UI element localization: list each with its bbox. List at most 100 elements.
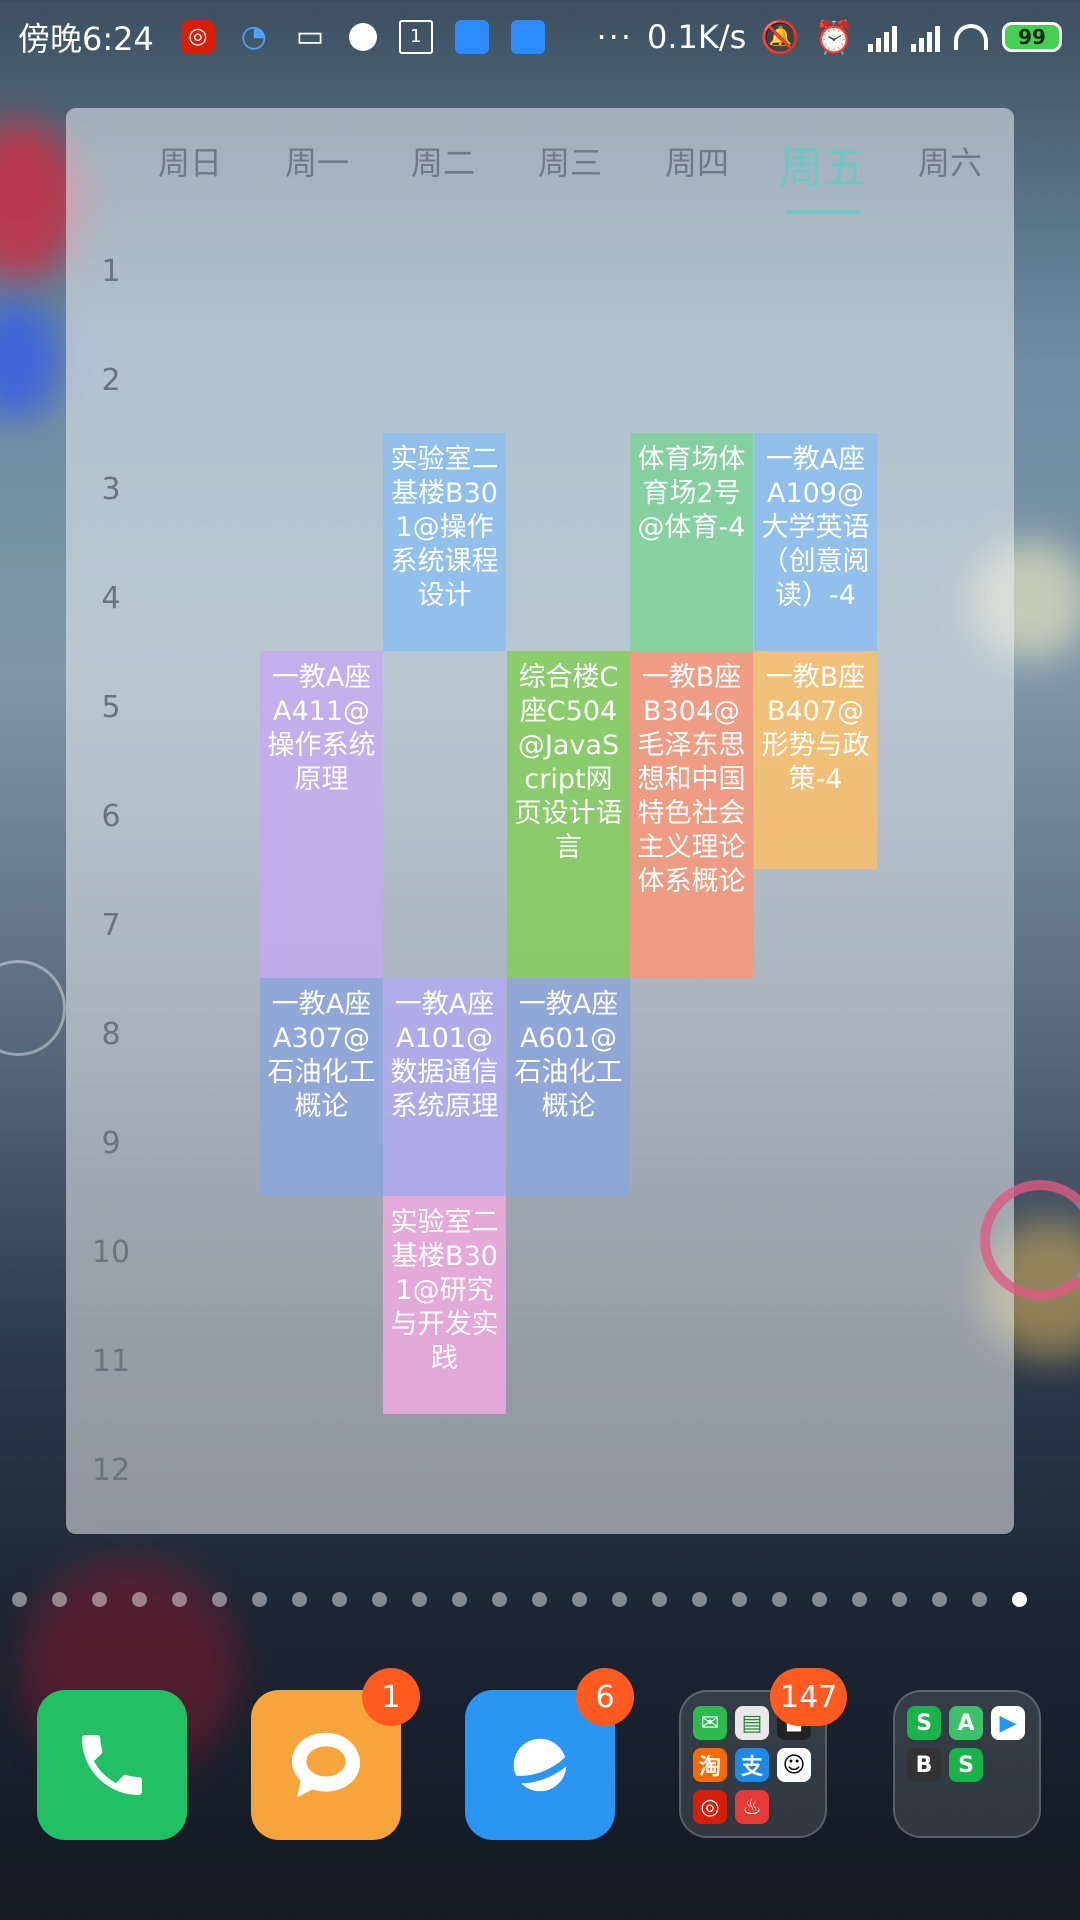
- netease-music-icon: ◎: [693, 1790, 727, 1824]
- planet-icon: [504, 1738, 577, 1792]
- page-dot: [572, 1592, 587, 1607]
- course-card[interactable]: 一教A座A307@石油化工概论: [260, 978, 383, 1196]
- chat-bubble-icon: [291, 1732, 361, 1798]
- page-dot: [252, 1592, 267, 1607]
- weekday-header: 周日 周一 周二 周三 周四 周五 周六: [66, 108, 1014, 228]
- alipay-icon: 支: [735, 1748, 769, 1782]
- tab-monday[interactable]: 周一: [284, 144, 349, 182]
- period-number: 4: [101, 581, 121, 616]
- page-dot: [972, 1592, 987, 1607]
- period-number: 7: [101, 908, 121, 943]
- mute-icon: 🔕: [760, 18, 801, 56]
- phone-app[interactable]: [37, 1690, 187, 1840]
- signal-icon: [868, 22, 897, 52]
- period-number: 12: [91, 1453, 131, 1488]
- timetable-widget[interactable]: 周日 周一 周二 周三 周四 周五 周六 1 2 3 4 5 6 7 8 9 1…: [66, 108, 1014, 1534]
- period-number: 2: [101, 363, 121, 398]
- page-dot: [932, 1592, 947, 1607]
- period-number: 3: [101, 472, 121, 507]
- page-dot: [12, 1592, 27, 1607]
- alarm-icon: ⏰: [814, 18, 854, 56]
- phone-icon: [82, 1735, 142, 1795]
- taobao-icon: 淘: [693, 1748, 727, 1782]
- page-dot: [372, 1592, 387, 1607]
- tab-saturday[interactable]: 周六: [917, 144, 982, 182]
- period-number: 8: [101, 1017, 121, 1052]
- course-card[interactable]: 一教A座A101@数据通信系统原理: [383, 978, 506, 1196]
- page-dot: [852, 1592, 867, 1607]
- wifi-icon: [954, 24, 988, 50]
- page-indicator: [12, 1592, 1072, 1612]
- course-card[interactable]: 一教B座B304@毛泽东思想和中国特色社会主义理论体系概论: [630, 651, 753, 978]
- page-dot: [652, 1592, 667, 1607]
- s-app-icon: S: [949, 1748, 983, 1782]
- page-dot: [292, 1592, 307, 1607]
- tab-tuesday[interactable]: 周二: [410, 144, 475, 182]
- qq-icon: ◔: [240, 19, 267, 54]
- tab-wednesday[interactable]: 周三: [537, 144, 602, 182]
- period-number: 1: [101, 254, 121, 289]
- page-dot: [132, 1592, 147, 1607]
- status-bar: 傍晚6:24 ◎ ◔ ▭ 1 ··· 0.1K/s 🔕 ⏰ 99: [0, 0, 1080, 74]
- page-dot: [732, 1592, 747, 1607]
- period-number: 6: [101, 799, 121, 834]
- wechat-icon: ✉: [693, 1706, 727, 1740]
- messages-app[interactable]: [251, 1690, 401, 1840]
- qq-app-icon: ☺: [777, 1748, 811, 1782]
- record-icon: [348, 23, 377, 51]
- app-folder[interactable]: S A ▶ B S: [893, 1690, 1041, 1838]
- page-dot-active: [1012, 1592, 1027, 1607]
- page-dot: [212, 1592, 227, 1607]
- tab-sunday[interactable]: 周日: [157, 144, 222, 182]
- message-icon: ▭: [295, 19, 325, 54]
- course-card[interactable]: 一教A座A411@操作系统原理: [260, 651, 383, 978]
- b-app-icon: B: [907, 1748, 941, 1782]
- page-dot: [412, 1592, 427, 1607]
- period-number: 11: [91, 1344, 131, 1379]
- notification-badge: 147: [770, 1668, 848, 1726]
- notification-badge: 6: [576, 1668, 634, 1726]
- course-card[interactable]: 一教A座A601@石油化工概论: [507, 978, 630, 1196]
- active-day-indicator: [786, 210, 860, 214]
- course-card[interactable]: 一教A座A109@大学英语（创意阅读）-4: [754, 433, 877, 651]
- tab-friday[interactable]: 周五: [779, 143, 867, 194]
- s-app-icon: S: [907, 1706, 941, 1740]
- dock: 1 6 ✉ ▤ ◼ 淘 支 ☺ ◎ ♨ 147 S A ▶ B S: [0, 1668, 1080, 1850]
- page-dot: [812, 1592, 827, 1607]
- page-dot: [332, 1592, 347, 1607]
- course-card[interactable]: 实验室二基楼B301@操作系统课程设计: [383, 433, 506, 651]
- page-dot: [492, 1592, 507, 1607]
- status-time: 傍晚6:24: [18, 20, 154, 58]
- signal-icon: [911, 22, 940, 52]
- more-notifications-icon: ···: [596, 18, 633, 56]
- page-dot: [692, 1592, 707, 1607]
- a-app-icon: A: [949, 1706, 983, 1740]
- notification-badge: 1: [362, 1668, 420, 1726]
- calendar-app-icon: ▤: [735, 1706, 769, 1740]
- period-number: 10: [91, 1235, 131, 1270]
- page-dot: [612, 1592, 627, 1607]
- page-dot: [52, 1592, 67, 1607]
- tab-thursday[interactable]: 周四: [664, 144, 729, 182]
- page-dot: [172, 1592, 187, 1607]
- course-card[interactable]: 一教B座B407@形势与政策-4: [754, 651, 877, 869]
- battery-icon: 99: [1002, 22, 1062, 52]
- app-notification-icon: [510, 20, 545, 54]
- course-card[interactable]: 综合楼C座C504@JavaScript网页设计语言: [507, 651, 630, 978]
- offscreen-widget-edge: [0, 960, 66, 1056]
- page-dot: [452, 1592, 467, 1607]
- play-store-icon: ▶: [991, 1706, 1025, 1740]
- wallpaper-bokeh: [0, 300, 60, 420]
- period-number: 9: [101, 1126, 121, 1161]
- network-speed: 0.1K/s: [646, 18, 747, 56]
- period-number: 5: [101, 690, 121, 725]
- page-dot: [892, 1592, 907, 1607]
- app-notification-icon: [454, 20, 489, 54]
- flame-icon: ♨: [735, 1790, 769, 1824]
- offscreen-widget-edge: [980, 1180, 1080, 1300]
- page-dot: [772, 1592, 787, 1607]
- page-dot: [92, 1592, 107, 1607]
- netease-music-icon: ◎: [180, 20, 215, 54]
- course-card[interactable]: 体育场体育场2号@体育-4: [630, 433, 753, 651]
- course-card[interactable]: 实验室二基楼B301@研究与开发实践: [383, 1196, 506, 1414]
